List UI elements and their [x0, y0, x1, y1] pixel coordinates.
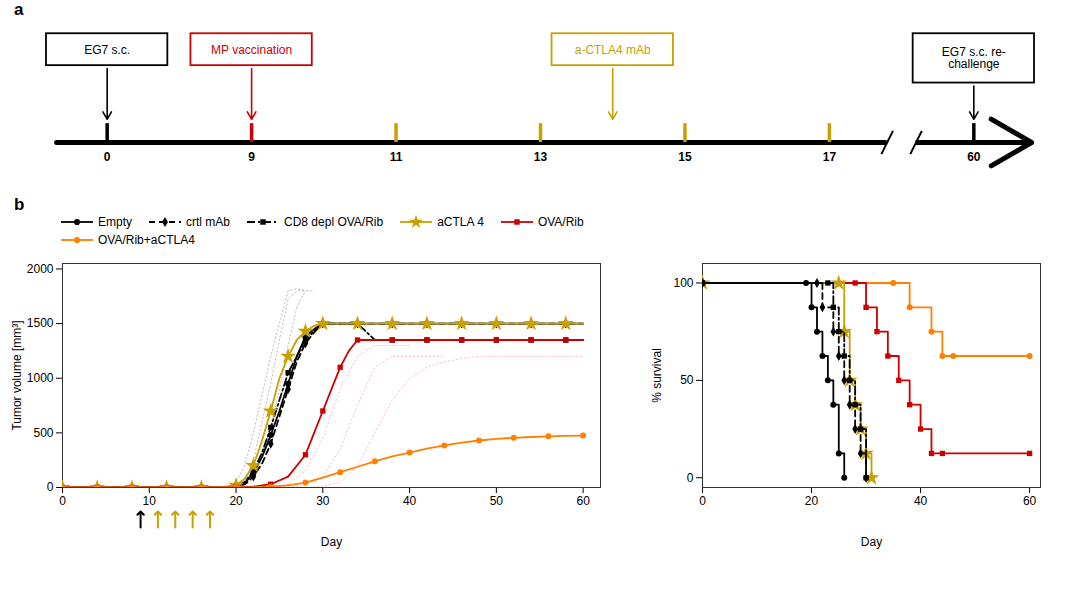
html-text:OVA/Rib+aCTLA4: OVA/Rib+aCTLA4: [98, 233, 195, 247]
svg-text:30: 30: [316, 494, 330, 508]
svg-text:100: 100: [673, 276, 693, 290]
svg-text:EG7 s.c. re-challenge: EG7 s.c. re-challenge: [942, 45, 1006, 71]
svg-text:Day: Day: [321, 535, 342, 549]
html-text:b: b: [14, 195, 25, 214]
svg-text:0: 0: [47, 480, 54, 494]
svg-text:20: 20: [229, 494, 243, 508]
html-text:a: a: [14, 0, 24, 19]
svg-text:40: 40: [914, 494, 928, 508]
svg-text:0: 0: [104, 150, 111, 164]
html-text:crtl mAb: crtl mAb: [186, 215, 230, 229]
svg-text:50: 50: [490, 494, 504, 508]
svg-text:40: 40: [403, 494, 417, 508]
svg-text:Day: Day: [861, 535, 882, 549]
svg-text:10: 10: [143, 494, 157, 508]
html-text:CD8 depl OVA/Rib: CD8 depl OVA/Rib: [284, 215, 384, 229]
svg-text:0: 0: [699, 494, 706, 508]
svg-text:% survival: % survival: [650, 348, 664, 403]
svg-text:11: 11: [390, 150, 403, 164]
html-text:Empty: Empty: [98, 215, 132, 229]
svg-text:a-CTLA4 mAb: a-CTLA4 mAb: [575, 43, 651, 57]
svg-text:15: 15: [678, 150, 692, 164]
svg-text:Tumor volume [mm³]: Tumor volume [mm³]: [10, 320, 24, 430]
html-text:aCTLA 4: aCTLA 4: [437, 215, 484, 229]
svg-text:50: 50: [680, 373, 694, 387]
svg-text:0: 0: [59, 494, 66, 508]
svg-text:0: 0: [687, 471, 694, 485]
svg-text:1000: 1000: [27, 371, 54, 385]
svg-text:EG7 s.c.: EG7 s.c.: [84, 43, 130, 57]
html-text:OVA/Rib: OVA/Rib: [537, 215, 584, 229]
svg-text:17: 17: [823, 150, 837, 164]
svg-text:9: 9: [248, 150, 255, 164]
svg-text:MP vaccination: MP vaccination: [211, 43, 292, 57]
svg-text:60: 60: [1023, 494, 1037, 508]
svg-text:20: 20: [805, 494, 819, 508]
svg-text:13: 13: [534, 150, 548, 164]
svg-text:60: 60: [967, 150, 981, 164]
svg-text:500: 500: [33, 426, 53, 440]
svg-text:60: 60: [576, 494, 590, 508]
svg-text:2000: 2000: [27, 262, 54, 276]
svg-text:1500: 1500: [27, 316, 54, 330]
